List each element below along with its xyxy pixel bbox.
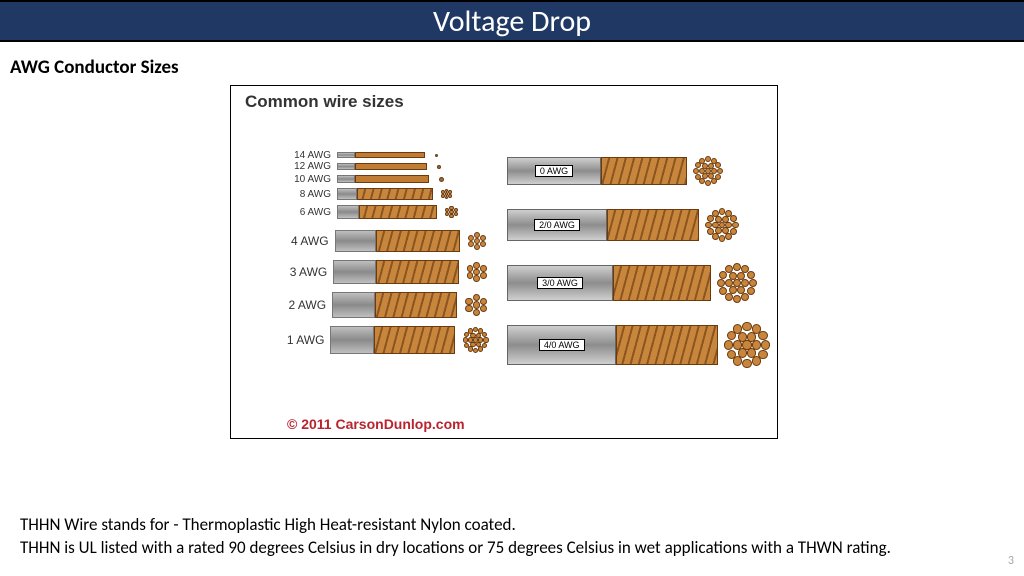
wire-jacket xyxy=(330,326,373,354)
wire-jacket xyxy=(337,163,355,170)
wire-row: 10 AWG xyxy=(285,173,485,185)
wire-jacket xyxy=(332,292,375,318)
cable-connector: 0 AWG xyxy=(507,157,601,185)
strand-bundle-icon xyxy=(693,156,723,186)
cable-connector: 3/0 AWG xyxy=(507,265,613,301)
wire-label: 3 AWG xyxy=(285,265,327,279)
cable-core xyxy=(613,265,711,301)
wire-row: 14 AWG xyxy=(285,150,485,160)
solid-dot-icon xyxy=(439,177,444,182)
cable-tag: 3/0 AWG xyxy=(537,277,583,289)
body-line-1: THHN Wire stands for - Thermoplastic Hig… xyxy=(20,514,994,537)
right-cable-column: 0 AWG 2/0 AWG 3/0 AWG 4/0 AWG xyxy=(507,154,769,386)
title-bar: Voltage Drop xyxy=(0,0,1024,42)
wire-label: 6 AWG xyxy=(285,207,331,218)
subtitle: AWG Conductor Sizes xyxy=(10,56,1024,79)
cable-core xyxy=(601,157,687,185)
wire-core xyxy=(376,260,459,284)
cable-core xyxy=(607,209,699,241)
strand-bundle-icon xyxy=(705,208,739,242)
wire-row: 12 AWG xyxy=(285,161,485,172)
strand-bundle-icon xyxy=(465,294,485,316)
cable-connector: 4/0 AWG xyxy=(507,325,616,365)
wire-label: 4 AWG xyxy=(285,234,329,248)
strand-bundle-icon xyxy=(441,189,452,200)
wire-row: 1 AWG xyxy=(285,324,485,356)
cable-row: 0 AWG xyxy=(507,154,769,188)
wire-core xyxy=(375,292,457,318)
cable-core xyxy=(616,325,718,365)
wire-label: 8 AWG xyxy=(285,189,331,200)
wire-core xyxy=(355,152,425,158)
cable-tag: 4/0 AWG xyxy=(539,339,585,351)
solid-dot-icon xyxy=(435,154,438,157)
wire-jacket xyxy=(337,152,355,158)
wire-label: 12 AWG xyxy=(285,161,331,172)
cable-tag: 0 AWG xyxy=(535,165,573,177)
wire-row: 3 AWG xyxy=(285,258,485,286)
wire-label: 2 AWG xyxy=(285,298,326,312)
wire-core xyxy=(355,175,429,183)
body-text: THHN Wire stands for - Thermoplastic Hig… xyxy=(20,514,994,560)
wire-row: 4 AWG xyxy=(285,228,485,254)
wire-row: 6 AWG xyxy=(285,203,485,221)
strand-bundle-icon xyxy=(468,232,485,250)
strand-bundle-icon xyxy=(717,263,757,303)
wire-size-figure: Common wire sizes 14 AWG12 AWG 10 AWG 8 AW… xyxy=(230,85,778,439)
page-number: 3 xyxy=(1008,554,1014,568)
figure-title: Common wire sizes xyxy=(245,92,404,112)
cable-connector: 2/0 AWG xyxy=(507,209,607,241)
cable-row: 4/0 AWG xyxy=(507,322,769,368)
wire-core xyxy=(355,163,427,170)
wire-core xyxy=(376,230,460,252)
wire-jacket xyxy=(337,175,355,183)
cable-row: 3/0 AWG xyxy=(507,262,769,304)
strand-bundle-icon xyxy=(724,322,769,368)
wire-jacket xyxy=(335,230,377,252)
wire-label: 1 AWG xyxy=(285,333,324,347)
wire-label: 10 AWG xyxy=(285,174,331,185)
body-line-2: THHN is UL listed with a rated 90 degree… xyxy=(20,537,994,560)
wire-core xyxy=(374,326,455,354)
page-title: Voltage Drop xyxy=(433,3,591,40)
wire-jacket xyxy=(333,260,375,284)
solid-dot-icon xyxy=(437,165,441,169)
strand-bundle-icon xyxy=(467,262,485,282)
wire-jacket xyxy=(337,188,357,200)
strand-bundle-icon xyxy=(463,327,485,353)
wire-core xyxy=(359,205,437,219)
cable-row: 2/0 AWG xyxy=(507,206,769,244)
figure-credit: © 2011 CarsonDunlop.com xyxy=(287,416,465,432)
wire-core xyxy=(357,188,433,200)
strand-bundle-icon xyxy=(445,206,458,219)
wire-label: 14 AWG xyxy=(285,150,331,161)
wire-row: 8 AWG xyxy=(285,186,485,202)
left-wire-column: 14 AWG12 AWG 10 AWG 8 AWG 6 AWG 4 AWG 3 AWG 2 … xyxy=(285,150,485,360)
wire-row: 2 AWG xyxy=(285,290,485,320)
cable-tag: 2/0 AWG xyxy=(534,219,580,231)
wire-jacket xyxy=(337,205,359,219)
